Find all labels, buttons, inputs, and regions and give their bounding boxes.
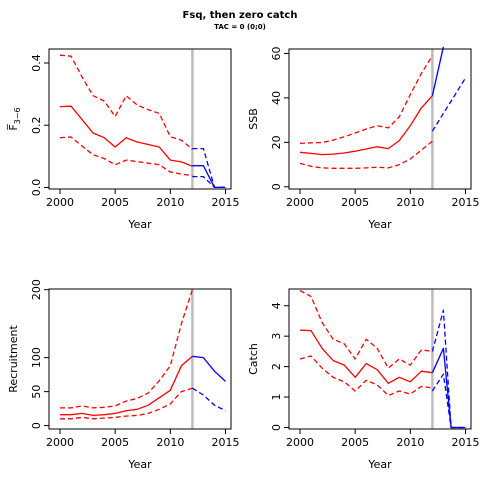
f-series-historical-dashed-1 bbox=[59, 54, 193, 150]
catch-x-axis-label: Year bbox=[367, 458, 392, 471]
recruitment-x-tick-label: 2000 bbox=[46, 436, 74, 449]
f-x-tick-label: 2005 bbox=[101, 196, 129, 209]
figure-title: Fsq, then zero catch bbox=[182, 10, 298, 21]
ssb-y-tick-label: 20 bbox=[270, 135, 283, 149]
ssb-y-tick-label: 0 bbox=[270, 183, 283, 190]
recruitment-panel: 2000 2005 2010 2015 Year 0 50 100 200 Recruitment bbox=[7, 279, 239, 471]
ssb-x-tick-label: 2005 bbox=[341, 196, 369, 209]
recruitment-x-tick-label: 2015 bbox=[211, 436, 239, 449]
catch-y-axis-label: Catch bbox=[247, 343, 260, 375]
f-series-historical-solid-0 bbox=[59, 105, 193, 167]
f-series-projection-dashed-4 bbox=[192, 147, 226, 189]
recruitment-y-tick-label: 0 bbox=[30, 422, 43, 429]
catch-y-tick-label: 4 bbox=[270, 302, 283, 309]
catch-plot-frame bbox=[288, 288, 472, 430]
f-x-tick-label: 2015 bbox=[211, 196, 239, 209]
recruitment-y-tick-label: 100 bbox=[30, 347, 43, 368]
catch-series-projection-dashed-4 bbox=[431, 309, 466, 429]
f-y-axis-label: F̅3−6 bbox=[7, 107, 22, 130]
f-x-axis-label: Year bbox=[127, 218, 152, 231]
ssb-series-historical-solid-0 bbox=[299, 95, 433, 156]
f-panel: 2000 2005 2010 2015 Year 0.0 0.2 0.4 F̅3−6 bbox=[7, 48, 239, 231]
ssb-y-tick-label: 60 bbox=[270, 46, 283, 60]
recruitment-y-tick-label: 50 bbox=[30, 385, 43, 399]
ssb-series-historical-dashed-2 bbox=[299, 140, 433, 169]
catch-x-tick-label: 2010 bbox=[396, 436, 424, 449]
recruitment-series-projection-solid-3 bbox=[192, 355, 226, 382]
ssb-panel: 2000 2005 2010 2015 Year 0 20 40 60 SSB bbox=[247, 46, 479, 231]
ssb-x-tick-label: 2010 bbox=[396, 196, 424, 209]
recruitment-x-tick-label: 2005 bbox=[101, 436, 129, 449]
catch-series-historical-dashed-2 bbox=[299, 355, 433, 397]
catch-series-projection-dashed-5 bbox=[431, 373, 466, 429]
catch-x-tick-label: 2015 bbox=[451, 436, 479, 449]
catch-y-tick-label: 0 bbox=[270, 424, 283, 431]
ssb-x-tick-label: 2015 bbox=[451, 196, 479, 209]
catch-x-tick-label: 2000 bbox=[286, 436, 314, 449]
catch-y-tick-label: 2 bbox=[270, 363, 283, 370]
ssb-series-projection-solid-3 bbox=[431, 46, 445, 96]
f-x-tick-label: 2010 bbox=[156, 196, 184, 209]
recruitment-plot-frame bbox=[48, 288, 232, 430]
f-y-tick-label: 0.2 bbox=[30, 116, 43, 134]
ssb-series-projection-dashed-4 bbox=[431, 77, 467, 132]
recruitment-series-historical-dashed-1 bbox=[60, 289, 194, 409]
catch-series-historical-dashed-1 bbox=[299, 289, 433, 369]
catch-panel: 2000 2005 2010 2015 Year 0 1 2 3 4 Catch bbox=[247, 288, 479, 471]
catch-x-tick-label: 2005 bbox=[341, 436, 369, 449]
ssb-x-tick-label: 2000 bbox=[286, 196, 314, 209]
f-y-tick-label: 0.4 bbox=[30, 54, 43, 72]
recruitment-series-historical-solid-0 bbox=[60, 355, 193, 417]
f-series-projection-dashed-5 bbox=[192, 175, 226, 189]
f-series-historical-dashed-2 bbox=[59, 136, 193, 177]
f-x-tick-label: 2000 bbox=[46, 196, 74, 209]
catch-y-tick-label: 3 bbox=[270, 333, 283, 340]
recruitment-y-tick-label: 200 bbox=[30, 279, 43, 300]
catch-series-historical-solid-0 bbox=[299, 329, 433, 384]
recruitment-series-projection-dashed-4 bbox=[192, 387, 226, 412]
f-y-tick-label: 0.0 bbox=[30, 179, 43, 197]
f-plot-frame bbox=[48, 48, 232, 190]
recruitment-series-historical-dashed-2 bbox=[60, 387, 193, 420]
ssb-plot-frame bbox=[288, 48, 472, 190]
ssb-x-axis-label: Year bbox=[367, 218, 392, 231]
ssb-y-axis-label: SSB bbox=[247, 108, 260, 130]
figure-subtitle: TAC = 0 (0;0) bbox=[214, 23, 266, 31]
recruitment-x-axis-label: Year bbox=[127, 458, 152, 471]
ssb-series-historical-dashed-1 bbox=[299, 55, 433, 145]
catch-y-tick-label: 1 bbox=[270, 394, 283, 401]
ssb-y-tick-label: 40 bbox=[270, 91, 283, 105]
recruitment-x-tick-label: 2010 bbox=[156, 436, 184, 449]
recruitment-y-axis-label: Recruitment bbox=[7, 325, 20, 393]
